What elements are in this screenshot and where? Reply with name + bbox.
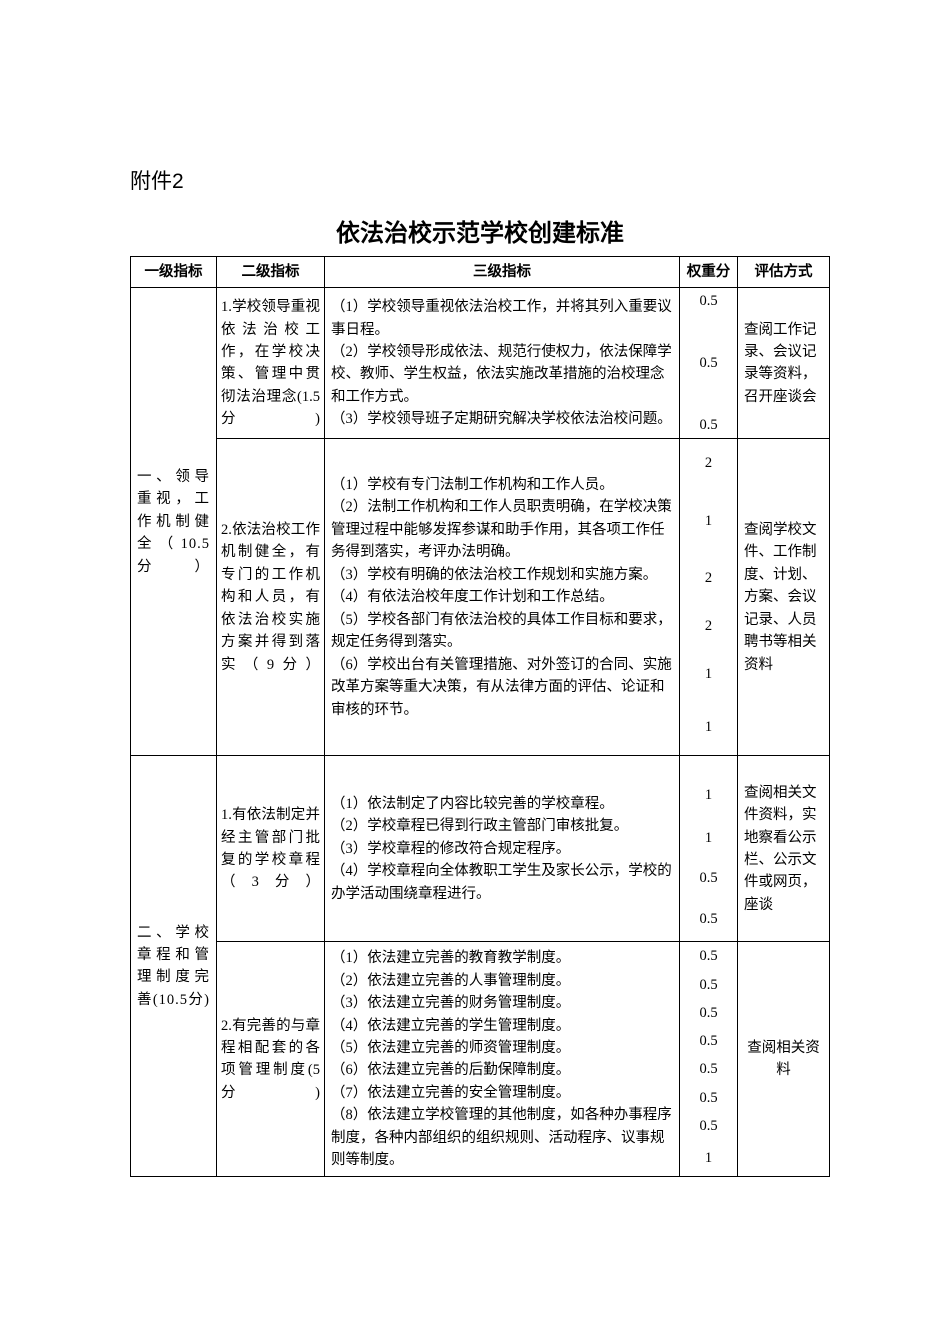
- weight-value: 0.5: [699, 942, 717, 970]
- weight-value: 0.5: [699, 971, 717, 999]
- weight-value: 0.5: [699, 898, 717, 942]
- eval-cell-2-1: 查阅相关文件资料，实地察看公示栏、公示文件或网页，座谈: [738, 756, 830, 942]
- weight-cell-2-1: 1 1 0.5 0.5: [680, 756, 738, 942]
- l2-cell-1-1: 1.学校领导重视依法治校工作，在学校决策、管理中贯彻法治理念(1.5分): [217, 288, 325, 439]
- table-row: 二、学校章程和管理制度完善(10.5分) 1.有依法制定并经主管部门批复的学校章…: [131, 756, 830, 942]
- weight-value: 2: [705, 554, 712, 602]
- eval-cell-2-2: 查阅相关资料: [738, 942, 830, 1177]
- weight-value: 2: [705, 439, 712, 487]
- attachment-label: 附件2: [130, 165, 830, 195]
- standards-table: 一级指标 二级指标 三级指标 权重分 评估方式 一、领导重视，工作机制健全（10…: [130, 256, 830, 1177]
- weight-cell-2-2: 0.5 0.5 0.5 0.5 0.5 0.5 0.5 1: [680, 942, 738, 1177]
- weight-cell-1-2: 2 1 2 2 1 1: [680, 439, 738, 756]
- weight-value: 0.5: [699, 1027, 717, 1055]
- weight-value: 1: [705, 650, 712, 698]
- l2-cell-1-2: 2.依法治校工作机制健全，有专门的工作机构和人员，有依法治校实施方案并得到落实（…: [217, 439, 325, 756]
- weight-value: 0.5: [699, 1055, 717, 1083]
- weight-value: 1: [705, 816, 712, 860]
- table-header-row: 一级指标 二级指标 三级指标 权重分 评估方式: [131, 257, 830, 288]
- l1-cell-1: 一、领导重视，工作机制健全（10.5分）: [131, 288, 217, 756]
- weight-cell-1-1: 0.5 0.5 0.5: [680, 288, 738, 439]
- weight-value: 0.5: [699, 1084, 717, 1112]
- l1-cell-2: 二、学校章程和管理制度完善(10.5分): [131, 756, 217, 1177]
- weight-value: 1: [705, 698, 712, 755]
- l2-cell-2-1: 1.有依法制定并经主管部门批复的学校章程（3分）: [217, 756, 325, 942]
- table-row: 2.有完善的与章程相配套的各项管理制度(5分) （1）依法建立完善的教育教学制度…: [131, 942, 830, 1177]
- weight-value: 1: [705, 1140, 712, 1176]
- table-row: 一、领导重视，工作机制健全（10.5分） 1.学校领导重视依法治校工作，在学校决…: [131, 288, 830, 439]
- table-row: 2.依法治校工作机制健全，有专门的工作机构和人员，有依法治校实施方案并得到落实（…: [131, 439, 830, 756]
- weight-value: 2: [705, 602, 712, 650]
- weight-value: 1: [705, 487, 712, 554]
- l3-cell-2-1: （1）依法制定了内容比较完善的学校章程。（2）学校章程已得到行政主管部门审核批复…: [325, 756, 680, 942]
- weight-value: 1: [705, 774, 712, 815]
- weight-value: 0.5: [699, 288, 717, 332]
- weight-value: 0.5: [699, 394, 717, 438]
- l3-cell-1-1: （1）学校领导重视依法治校工作，并将其列入重要议事日程。（2）学校领导形成依法、…: [325, 288, 680, 439]
- l2-cell-2-2: 2.有完善的与章程相配套的各项管理制度(5分): [217, 942, 325, 1177]
- weight-value: 0.5: [699, 1112, 717, 1140]
- header-eval: 评估方式: [738, 257, 830, 288]
- weight-value: 0.5: [699, 999, 717, 1027]
- weight-value: 0.5: [699, 333, 717, 395]
- main-title: 依法治校示范学校创建标准: [130, 213, 830, 248]
- weight-value: 0.5: [699, 860, 717, 898]
- header-l2: 二级指标: [217, 257, 325, 288]
- eval-cell-1-1: 查阅工作记录、会议记录等资料，召开座谈会: [738, 288, 830, 439]
- l3-cell-2-2: （1）依法建立完善的教育教学制度。（2）依法建立完善的人事管理制度。（3）依法建…: [325, 942, 680, 1177]
- header-l3: 三级指标: [325, 257, 680, 288]
- eval-cell-1-2: 查阅学校文件、工作制度、计划、方案、会议记录、人员聘书等相关资料: [738, 439, 830, 756]
- header-l1: 一级指标: [131, 257, 217, 288]
- l3-cell-1-2: （1）学校有专门法制工作机构和工作人员。（2）法制工作机构和工作人员职责明确，在…: [325, 439, 680, 756]
- header-weight: 权重分: [680, 257, 738, 288]
